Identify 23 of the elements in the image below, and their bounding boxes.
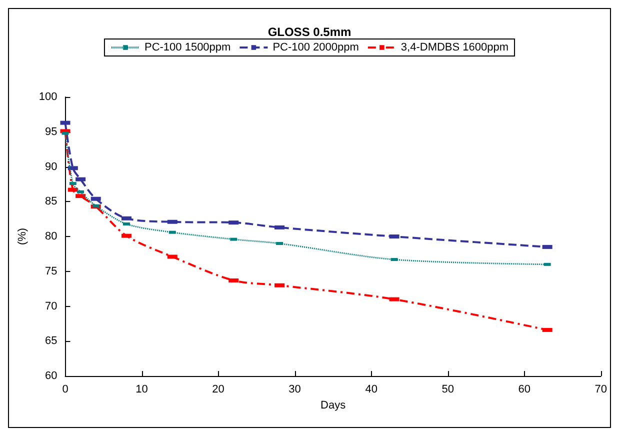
x-tick-label: 40 (365, 384, 378, 396)
y-tick-label: 65 (45, 335, 58, 348)
y-tick-label: 100 (38, 91, 58, 103)
x-tick-label: 0 (62, 384, 68, 396)
chart-title: GLOSS 0.5mm (268, 25, 352, 39)
y-tick-label: 70 (45, 300, 58, 312)
y-tick-label: 75 (45, 265, 58, 278)
x-tick-label: 20 (212, 384, 224, 396)
x-tick-label: 10 (136, 384, 148, 396)
x-tick-label: 30 (288, 384, 301, 396)
y-tick-label: 85 (45, 196, 58, 208)
y-tick-label: 60 (45, 370, 58, 382)
y-tick-label: 90 (45, 160, 58, 173)
y-tick-label: 95 (45, 126, 58, 138)
x-tick-label: 50 (442, 384, 454, 396)
legend-label: PC-100 1500ppm (144, 42, 231, 54)
x-tick-label: 60 (518, 384, 530, 396)
x-axis-title: Days (320, 399, 346, 412)
legend-label: 3,4-DMDBS 1600ppm (400, 42, 509, 54)
x-tick-label: 70 (594, 384, 608, 396)
legend-label: PC-100 2000ppm (272, 42, 359, 54)
y-axis-title: (%) (16, 228, 28, 246)
y-tick-label: 80 (45, 230, 58, 242)
